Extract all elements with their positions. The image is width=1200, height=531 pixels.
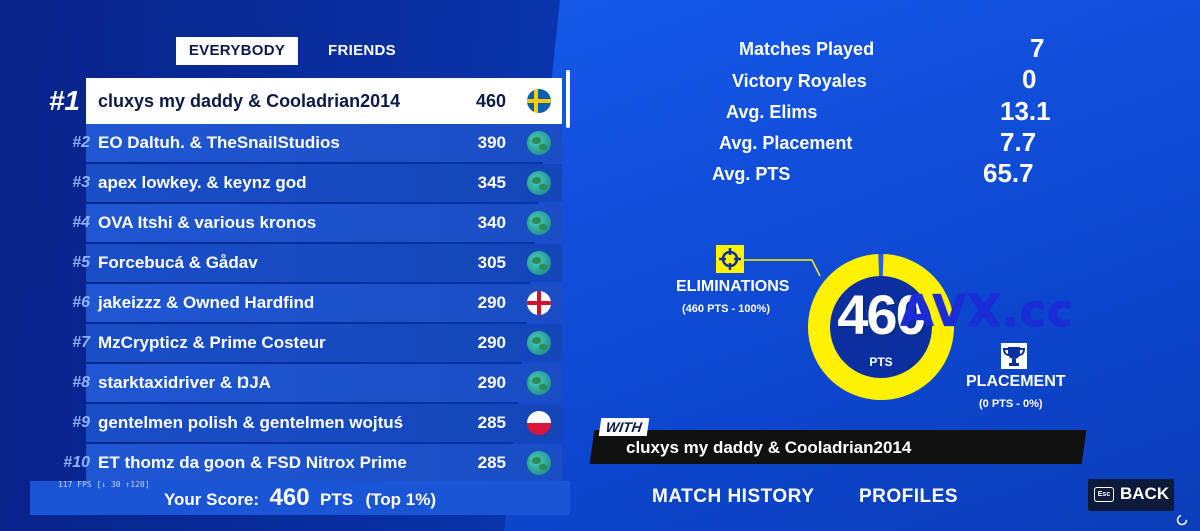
team-name: OVA Itshi & various kronos	[98, 213, 317, 232]
globe-icon	[527, 451, 551, 475]
leaderboard-row[interactable]: #7 MzCrypticz & Prime Costeur 290	[30, 324, 562, 362]
stat-value-victory-royales: 0	[1022, 64, 1037, 94]
watermark-text: AVX.cc	[900, 286, 1074, 337]
team-score: 305	[477, 253, 506, 272]
team-name: Forcebucá & Gådav	[98, 253, 258, 272]
points-donut-chart	[808, 254, 954, 400]
eliminations-connector-line	[742, 259, 821, 277]
rank-label: #10	[63, 454, 90, 471]
team-name: MzCrypticz & Prime Costeur	[98, 333, 326, 352]
team-score: 290	[477, 333, 506, 352]
your-score-label: Your Score:	[163, 490, 260, 509]
team-name: jakeizzz & Owned Hardfind	[98, 293, 315, 312]
globe-icon	[527, 251, 551, 275]
esc-key-icon: Esc	[1094, 487, 1114, 502]
match-history-button[interactable]: MATCH HISTORY	[652, 486, 815, 507]
stat-label-avg-placement: Avg. Placement	[719, 133, 853, 153]
rank-label: #8	[72, 374, 90, 391]
team-name: starktaxidriver & ŊJA	[98, 373, 271, 392]
your-score-rank: (Top 1%)	[365, 490, 437, 509]
rank-label: #5	[72, 254, 90, 271]
team-score: 285	[477, 453, 506, 472]
eliminations-subtitle: (460 PTS - 100%)	[682, 303, 771, 315]
team-name: ET thomz da goon & FSD Nitrox Prime	[98, 453, 407, 472]
rank-label: #6	[72, 294, 90, 311]
tab-everybody[interactable]: EVERYBODY	[176, 37, 298, 65]
your-score-unit: PTS	[320, 490, 354, 509]
profiles-button[interactable]: PROFILES	[859, 486, 959, 507]
tab-friends[interactable]: FRIENDS	[328, 42, 396, 59]
leaderboard-row[interactable]: #1 cluxys my daddy & Cooladrian2014 460	[30, 78, 562, 124]
stat-label-avg-elims: Avg. Elims	[726, 102, 818, 122]
your-score-bar: Your Score: 460 PTS (Top 1%)	[30, 481, 570, 515]
back-button-label: BACK	[1120, 484, 1170, 503]
eliminations-title: ELIMINATIONS	[676, 278, 790, 295]
team-score: 390	[477, 133, 506, 152]
stat-value-avg-pts: 65.7	[983, 158, 1034, 188]
stat-value-avg-placement: 7.7	[1000, 127, 1037, 157]
back-button[interactable]	[1088, 479, 1174, 511]
placement-subtitle: (0 PTS - 0%)	[979, 398, 1043, 410]
leaderboard-row[interactable]: #2 EO Daltuh. & TheSnailStudios 390	[30, 124, 562, 162]
poland-flag-icon	[527, 411, 551, 435]
crosshair-icon	[716, 245, 744, 273]
leaderboard-row[interactable]: #10 ET thomz da goon & FSD Nitrox Prime …	[30, 444, 562, 482]
stat-value-matches-played: 7	[1030, 33, 1045, 63]
team-name: cluxys my daddy & Cooladrian2014	[98, 91, 401, 111]
with-teammates-name: cluxys my daddy & Cooladrian2014	[626, 438, 912, 457]
leaderboard-row[interactable]: #3 apex lowkey. & keynz god 345	[30, 164, 562, 202]
rank-label: #4	[72, 214, 90, 231]
rank-label: #9	[72, 414, 90, 431]
team-name: EO Daltuh. & TheSnailStudios	[98, 133, 340, 152]
your-score-value: 460	[269, 484, 310, 511]
trophy-icon	[1001, 343, 1027, 369]
stat-label-avg-pts: Avg. PTS	[712, 164, 791, 184]
team-score: 460	[475, 91, 506, 111]
sweden-flag-icon	[527, 89, 551, 113]
team-name: apex lowkey. & keynz god	[98, 173, 307, 192]
rank-label: #2	[72, 134, 90, 151]
leaderboard-scrollbar[interactable]	[566, 70, 570, 128]
donut-unit-label: PTS	[869, 355, 893, 369]
stat-label-matches-played: Matches Played	[739, 39, 875, 59]
team-score: 345	[477, 173, 506, 192]
team-score: 290	[477, 293, 506, 312]
leaderboard-row[interactable]: #9 gentelmen polish & gentelmen wojtuś 2…	[30, 404, 562, 442]
globe-icon	[527, 131, 551, 155]
stat-value-avg-elims: 13.1	[1000, 96, 1051, 126]
loading-spinner-icon	[1176, 514, 1188, 526]
globe-icon	[527, 371, 551, 395]
england-flag-icon	[527, 291, 551, 315]
leaderboard-row[interactable]: #5 Forcebucá & Gådav 305	[30, 244, 562, 282]
leaderboard-row[interactable]: #4 OVA Itshi & various kronos 340	[30, 204, 562, 242]
team-score: 285	[477, 413, 506, 432]
rank-label: #1	[48, 85, 80, 116]
stat-label-victory-royales: Victory Royales	[732, 71, 867, 91]
leaderboard-row[interactable]: #8 starktaxidriver & ŊJA 290	[30, 364, 562, 402]
rank-label: #7	[72, 334, 90, 351]
team-score: 290	[477, 373, 506, 392]
placement-title: PLACEMENT	[966, 373, 1066, 390]
donut-total-value: 460	[837, 283, 926, 346]
team-score: 340	[477, 213, 506, 232]
leaderboard-row[interactable]: #6 jakeizzz & Owned Hardfind 290	[30, 284, 562, 322]
globe-icon	[527, 211, 551, 235]
rank-label: #3	[72, 174, 90, 191]
team-name: gentelmen polish & gentelmen wojtuś	[98, 413, 404, 432]
globe-icon	[527, 171, 551, 195]
fps-counter: 117 FPS [↓ 30 ↑120]	[58, 480, 150, 489]
with-label: WITH	[598, 418, 650, 436]
globe-icon	[527, 331, 551, 355]
